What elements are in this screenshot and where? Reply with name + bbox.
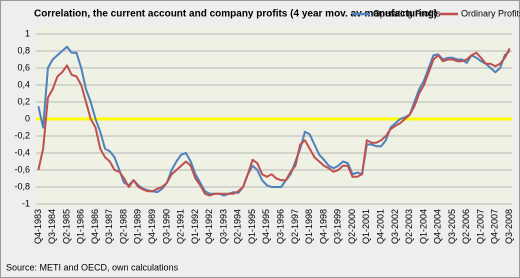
x-tick-label: Q2-1991 [176, 209, 186, 244]
x-tick-label: Q1-1989 [133, 209, 143, 244]
x-tick-label: Q3-2005 [447, 209, 457, 244]
y-tick-label: -0,6 [14, 164, 30, 174]
y-tick-label: -0,4 [14, 147, 30, 157]
x-tick-label: Q4-2001 [375, 209, 385, 244]
x-tick-label: Q4-1983 [33, 209, 43, 244]
x-tick-label: Q4-2007 [490, 209, 500, 244]
y-tick-label: 1 [25, 28, 30, 38]
y-tick-label: 0,2 [17, 96, 30, 106]
legend-label: Operating Profits [373, 8, 441, 18]
x-tick-label: Q3-1996 [276, 209, 286, 244]
y-tick-label: -1 [22, 198, 30, 208]
x-tick-label: Q2-1985 [61, 209, 71, 244]
x-tick-label: Q4-1989 [147, 209, 157, 244]
x-tick-label: Q3-2008 [504, 209, 514, 244]
x-tick-label: Q1-2004 [418, 209, 428, 244]
plot-area [36, 26, 514, 208]
x-tick-label: Q3-1984 [47, 209, 57, 244]
x-tick-label: Q2-1988 [118, 209, 128, 244]
y-tick-label: 0 [25, 113, 30, 123]
x-tick-label: Q2-2006 [461, 209, 471, 244]
x-tick-label: Q3-1999 [333, 209, 343, 244]
y-tick-label: 0,6 [17, 62, 30, 72]
legend-label: Ordinary Profits [461, 8, 520, 18]
x-tick-label: Q2-1994 [233, 209, 243, 244]
x-tick-label: Q4-1992 [204, 209, 214, 244]
data-line [37, 45, 511, 197]
x-tick-label: Q1-1986 [76, 209, 86, 244]
x-tick-label: Q2-2000 [347, 209, 357, 244]
data-line [37, 47, 511, 197]
source-note: Source: METI and OECD, own calculations [6, 262, 179, 272]
x-tick-label: Q3-1987 [104, 209, 114, 244]
x-tick-label: Q3-2002 [390, 209, 400, 244]
x-tick-label: Q2-1997 [290, 209, 300, 244]
x-tick-label: Q1-1992 [190, 209, 200, 244]
x-tick-label: Q2-2003 [404, 209, 414, 244]
x-tick-label: Q4-1995 [261, 209, 271, 244]
x-tick-label: Q4-1986 [90, 209, 100, 244]
x-tick-label: Q4-1998 [318, 209, 328, 244]
y-tick-label: 0,4 [17, 79, 30, 89]
y-tick-label: -0,8 [14, 181, 30, 191]
x-tick-label: Q1-2007 [475, 209, 485, 244]
x-tick-label: Q3-1993 [218, 209, 228, 244]
x-tick-label: Q4-2004 [433, 209, 443, 244]
x-tick-label: Q1-1995 [247, 209, 257, 244]
y-tick-label: -0,2 [14, 130, 30, 140]
chart-title: Correlation, the current account and com… [34, 9, 437, 20]
x-tick-label: Q1-1998 [304, 209, 314, 244]
y-tick-label: 0,8 [17, 45, 30, 55]
x-tick-label: Q1-2001 [361, 209, 371, 244]
x-tick-label: Q3-1990 [161, 209, 171, 244]
